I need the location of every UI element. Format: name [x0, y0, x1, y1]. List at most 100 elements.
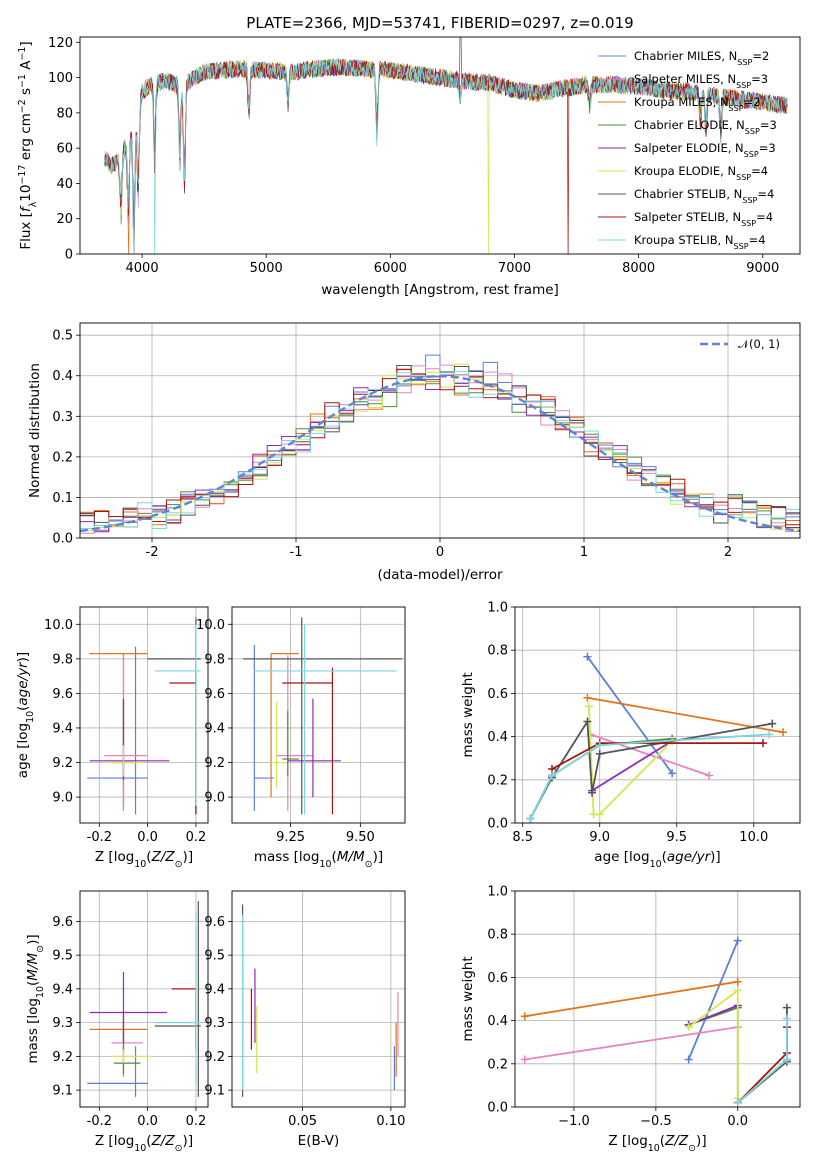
- weight-marker: [733, 936, 742, 945]
- chart-spectrum: 4000 5000 6000 7000 8000 9000 0 20 40 60 80 100 120 w…: [17, 36, 801, 298]
- x-tick-label: 8000: [622, 261, 655, 276]
- y-axis-label: mass weight: [460, 956, 476, 1041]
- weight-marker: [759, 739, 768, 748]
- y-tick-label: 9.6: [204, 687, 225, 702]
- y-tick-label: 9.2: [204, 756, 225, 771]
- legend-entry: Kroupa STELIB, NSSP=4: [634, 233, 766, 251]
- weight-marker: [595, 741, 604, 750]
- y-tick-label: 9.1: [52, 1084, 73, 1099]
- weight-marker: [583, 652, 592, 661]
- axes-frame: [79, 606, 209, 824]
- x-axis-label: wavelength [Angstrom, rest frame]: [321, 282, 559, 298]
- y-tick-label: 0.3: [52, 410, 73, 425]
- y-axis-label: age [log10(age/yr)]: [15, 652, 36, 778]
- weight-marker: [595, 749, 604, 758]
- x-tick-label: 8.5: [512, 830, 533, 845]
- legend-entry: Salpeter MILES, NSSP=3: [634, 72, 768, 90]
- weight-line: [737, 1007, 788, 1104]
- y-tick-label: 0.4: [52, 369, 73, 384]
- y-tick-label: 9.0: [52, 791, 73, 806]
- legend-entry: Kroupa ELODIE, NSSP=4: [634, 164, 768, 182]
- chart-residual-histogram: -2 -1 0 1 2 0.0 0.1 0.2 0.3 0.4 0.5 𝒩(0, 1) (data-mo…: [27, 322, 801, 583]
- legend-entry: Salpeter ELODIE, NSSP=3: [634, 141, 776, 159]
- y-tick-label: 0.8: [487, 644, 508, 659]
- weight-marker: [782, 1055, 791, 1064]
- y-tick-label: 0.0: [487, 817, 508, 832]
- x-tick-label: 6000: [374, 261, 407, 276]
- weight-line: [591, 740, 673, 792]
- plot-area: [520, 936, 791, 1107]
- y-tick-label: 0.4: [487, 730, 508, 745]
- weight-marker: [668, 769, 677, 778]
- y-tick-label: 20: [56, 212, 73, 227]
- y-tick-label: 9.0: [204, 791, 225, 806]
- x-tick-label: 9.25: [276, 830, 305, 845]
- chart-mass-weight-vs-age: 8.5 9.0 9.5 10.0 0.0 0.2 0.4 0.6 0.8 1.0 age [log1…: [460, 601, 801, 870]
- x-axis-label: E(B-V): [298, 1133, 340, 1149]
- gaussian-curve: [80, 374, 800, 533]
- spectrum-line: [104, 58, 788, 254]
- weight-line: [688, 988, 739, 1099]
- x-tick-label: 4000: [126, 261, 159, 276]
- y-tick-label: 0.1: [52, 491, 73, 506]
- y-tick-label: 9.6: [52, 915, 73, 930]
- y-tick-label: 0.0: [487, 1101, 508, 1116]
- x-tick-label: 0.0: [727, 1114, 748, 1129]
- y-tick-label: 0.4: [487, 1014, 508, 1029]
- weight-marker: [733, 977, 742, 986]
- y-tick-label: 1.0: [487, 885, 508, 900]
- x-tick-label: 9.0: [589, 830, 610, 845]
- plot-area: [243, 617, 403, 815]
- plot-area: [80, 354, 800, 536]
- weight-marker: [705, 771, 714, 780]
- y-tick-label: 9.3: [52, 1016, 73, 1031]
- y-tick-label: 100: [48, 71, 73, 86]
- y-tick-label: 0.6: [487, 971, 508, 986]
- y-tick-label: 9.2: [52, 756, 73, 771]
- x-tick-label: 0.10: [376, 1114, 405, 1129]
- y-tick-label: 9.3: [204, 1016, 225, 1031]
- axes-frame: [231, 606, 406, 824]
- y-tick-label: 0.8: [487, 928, 508, 943]
- figure-title: PLATE=2366, MJD=53741, FIBERID=0297, z=0…: [246, 14, 633, 32]
- x-axis-label: (data-model)/error: [377, 567, 503, 583]
- y-tick-label: 0.0: [52, 532, 73, 547]
- weight-marker: [779, 728, 788, 737]
- histogram-step: [80, 370, 800, 536]
- weight-marker: [684, 1023, 693, 1032]
- x-axis-label: age [log10(age/yr)]: [594, 849, 720, 870]
- x-tick-label: 5000: [250, 261, 283, 276]
- plot-area: [87, 617, 201, 815]
- weight-marker: [520, 1055, 529, 1064]
- legend-entry: Chabrier MILES, NSSP=2: [634, 49, 769, 67]
- x-tick-label: -0.2: [87, 1114, 112, 1129]
- y-tick-label: 10.0: [44, 618, 73, 633]
- x-tick-label: 0.2: [186, 830, 207, 845]
- x-tick-label: 0: [436, 545, 444, 560]
- y-tick-label: 9.4: [204, 721, 225, 736]
- y-tick-label: 9.4: [204, 982, 225, 997]
- x-axis-label: Z [log10(Z/Z⊙)]: [95, 849, 193, 870]
- y-axis-label: mass [log10(M/M⊙)]: [25, 934, 46, 1063]
- weight-marker: [520, 1012, 529, 1021]
- weight-marker: [547, 771, 556, 780]
- y-tick-label: 9.4: [52, 721, 73, 736]
- x-tick-label: 9000: [746, 261, 779, 276]
- weight-marker: [684, 1055, 693, 1064]
- axes-frame: [79, 36, 801, 255]
- x-tick-label: −0.5: [640, 1114, 672, 1129]
- legend: Chabrier MILES, NSSP=2 Salpeter MILES, NS…: [598, 49, 777, 251]
- x-tick-label: -2: [146, 545, 159, 560]
- weight-line: [529, 733, 770, 820]
- axes-frame: [514, 890, 801, 1108]
- x-tick-label: 0.0: [137, 830, 158, 845]
- weight-line: [588, 706, 673, 816]
- y-tick-label: 10.0: [196, 618, 225, 633]
- y-tick-label: 9.6: [52, 687, 73, 702]
- x-tick-label: 0.05: [288, 1114, 317, 1129]
- y-axis-label: Flux [fλ10−17 erg cm−2 s−1 A−1]: [17, 41, 39, 249]
- weight-marker: [733, 986, 742, 995]
- x-tick-label: -1: [290, 545, 303, 560]
- y-tick-label: 0.6: [487, 687, 508, 702]
- weight-marker: [782, 1003, 791, 1012]
